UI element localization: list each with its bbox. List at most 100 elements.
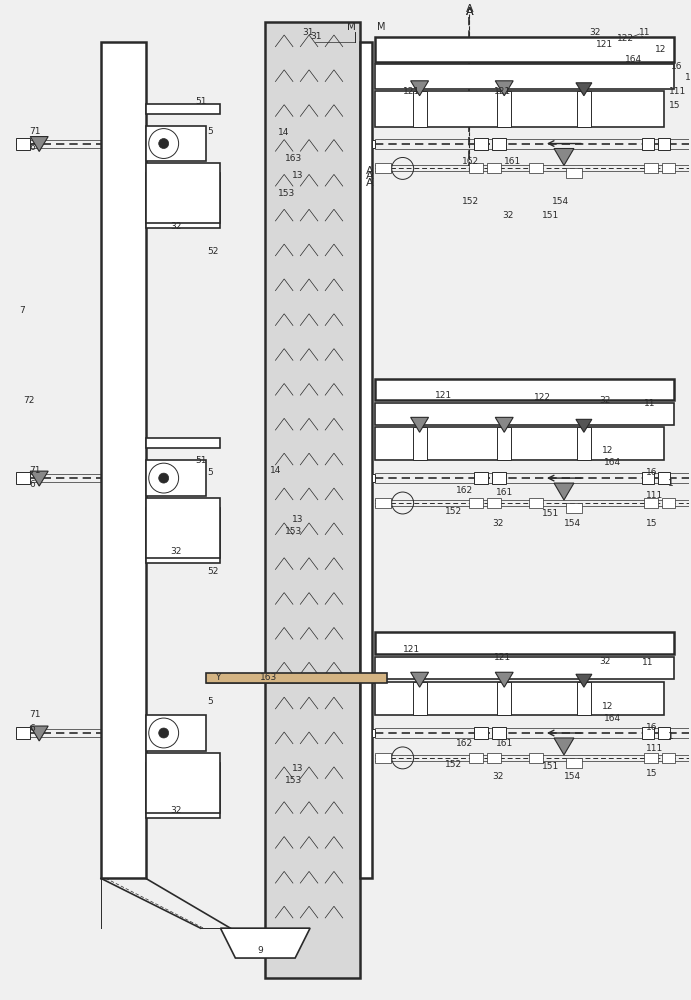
Bar — [492, 138, 507, 150]
Bar — [146, 715, 205, 751]
Text: 1: 1 — [685, 73, 690, 82]
Bar — [492, 472, 507, 484]
Bar — [375, 498, 390, 508]
Bar — [642, 472, 654, 484]
Text: 161: 161 — [496, 739, 513, 748]
Text: 71: 71 — [29, 466, 41, 475]
Text: 153: 153 — [278, 189, 296, 198]
Bar — [375, 403, 674, 425]
Text: 52: 52 — [207, 567, 219, 576]
Text: 6: 6 — [29, 480, 35, 489]
Bar — [658, 472, 670, 484]
Text: 13: 13 — [292, 171, 303, 180]
Bar — [577, 427, 591, 460]
Text: 121: 121 — [403, 645, 420, 654]
Text: A: A — [466, 7, 473, 17]
Bar — [146, 126, 205, 161]
Bar — [643, 163, 658, 173]
Bar — [375, 427, 663, 460]
Text: 163: 163 — [285, 154, 303, 163]
Text: A: A — [466, 4, 473, 14]
Text: 11: 11 — [638, 28, 650, 37]
Text: 153: 153 — [285, 527, 303, 536]
Text: 121: 121 — [494, 653, 511, 662]
Bar — [474, 727, 489, 739]
Text: 15: 15 — [645, 769, 657, 778]
Bar — [577, 91, 591, 127]
Bar — [498, 91, 511, 127]
Text: 5: 5 — [207, 697, 214, 706]
Text: 161: 161 — [496, 488, 513, 497]
Bar — [146, 498, 220, 558]
Text: 32: 32 — [171, 547, 182, 556]
Text: 122: 122 — [534, 393, 551, 402]
Bar — [372, 729, 375, 737]
Text: 6: 6 — [29, 724, 35, 733]
Text: 72: 72 — [23, 396, 35, 405]
Polygon shape — [554, 483, 574, 500]
Bar — [487, 753, 501, 763]
Text: 31: 31 — [310, 32, 321, 41]
Text: 154: 154 — [564, 519, 581, 528]
Bar — [474, 138, 489, 150]
Text: 164: 164 — [604, 458, 621, 467]
Text: 1: 1 — [668, 479, 673, 488]
Text: 71: 71 — [29, 710, 41, 719]
Bar — [265, 22, 360, 978]
Polygon shape — [495, 672, 513, 687]
Bar — [658, 727, 670, 739]
Bar — [146, 508, 220, 563]
Text: 31: 31 — [302, 28, 314, 37]
Polygon shape — [30, 137, 48, 151]
Text: 111: 111 — [668, 87, 685, 96]
Bar — [360, 42, 372, 878]
Bar — [101, 42, 146, 878]
Bar — [413, 682, 426, 715]
Text: 152: 152 — [462, 197, 480, 206]
Bar — [529, 163, 543, 173]
Text: 151: 151 — [542, 762, 559, 771]
Text: 121: 121 — [403, 87, 420, 96]
Text: 15: 15 — [668, 101, 680, 110]
Bar — [375, 64, 674, 89]
Bar — [205, 673, 387, 683]
Text: M: M — [377, 22, 386, 32]
Bar — [642, 727, 654, 739]
Text: 154: 154 — [564, 772, 581, 781]
Text: 11: 11 — [642, 658, 653, 667]
Text: 122: 122 — [617, 34, 634, 43]
Bar — [375, 379, 674, 400]
Bar — [529, 753, 543, 763]
Text: A: A — [366, 178, 374, 188]
Text: 162: 162 — [457, 739, 473, 748]
Bar — [469, 163, 483, 173]
Text: 16: 16 — [670, 62, 682, 71]
Bar — [487, 498, 501, 508]
Bar — [661, 498, 676, 508]
Bar — [661, 753, 676, 763]
Bar — [17, 472, 30, 484]
Text: 161: 161 — [504, 157, 522, 166]
Polygon shape — [30, 471, 48, 486]
Polygon shape — [554, 149, 574, 165]
Bar — [661, 163, 676, 173]
Text: 121: 121 — [435, 391, 452, 400]
Polygon shape — [554, 738, 574, 755]
Circle shape — [159, 473, 169, 483]
Text: 121: 121 — [596, 40, 613, 49]
Text: 152: 152 — [444, 507, 462, 516]
Text: 12: 12 — [602, 702, 613, 711]
Text: 12: 12 — [602, 446, 613, 455]
Bar — [372, 474, 375, 482]
Text: 32: 32 — [171, 806, 182, 815]
Bar — [146, 163, 220, 223]
Polygon shape — [220, 928, 310, 958]
Text: 164: 164 — [625, 55, 642, 64]
Text: 52: 52 — [207, 247, 219, 256]
Text: 111: 111 — [645, 744, 663, 753]
Polygon shape — [410, 672, 428, 687]
Circle shape — [149, 129, 179, 158]
Text: 16: 16 — [645, 468, 657, 477]
Bar — [372, 140, 375, 148]
Bar — [469, 498, 483, 508]
